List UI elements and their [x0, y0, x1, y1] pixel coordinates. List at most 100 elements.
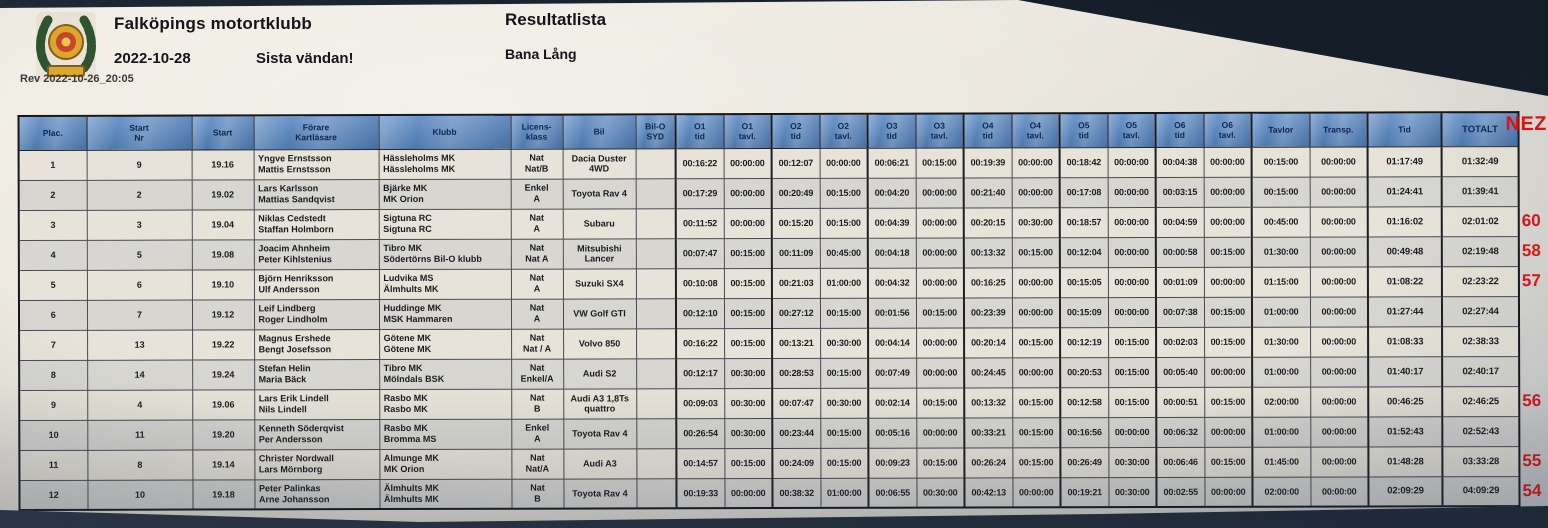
cell-time: 00:07:47: [772, 387, 821, 419]
cell-time: 00:16:22: [675, 148, 724, 179]
table-row: 4 5 19.08 Joacim Ahnheim Peter Kihlstenius Ti…: [18, 236, 1547, 271]
col-header-club: Klubb: [378, 114, 511, 150]
cell-plac: 6: [18, 299, 88, 331]
cell-plac: 1: [18, 149, 87, 181]
cell-time: 00:01:09: [1155, 266, 1204, 298]
table-row: 5 6 19.10 Björn Henriksson Ulf Andersson Ludv…: [18, 266, 1547, 301]
cell-time: 00:10:08: [675, 268, 724, 299]
cell-time: 00:12:07: [771, 147, 820, 179]
cell-club: Huddinge MK MSK Hammaren: [378, 298, 512, 330]
cell-start-time: 19.18: [192, 479, 255, 510]
cell-time: 00:23:39: [963, 297, 1013, 328]
cell-time: 00:15:00: [1203, 236, 1252, 267]
cell-car: Audi S2: [563, 358, 637, 389]
col-header-o6-tid: O6 tid: [1155, 112, 1204, 148]
cell-start-nr: 7: [86, 299, 193, 330]
cell-time: 00:07:49: [868, 357, 917, 388]
cell-time: 00:11:09: [771, 237, 820, 269]
cell-time: 00:15:00: [1012, 447, 1061, 478]
cell-time: 00:30:00: [724, 418, 773, 449]
cell-plac: 12: [19, 479, 88, 510]
cell-time: 02:09:29: [1368, 476, 1443, 507]
col-header-transp: Transp.: [1309, 112, 1368, 147]
cell-time: 00:00:00: [1107, 207, 1156, 238]
cell-time: 00:04:20: [867, 177, 916, 208]
cell-time: 01:00:00: [1252, 356, 1311, 387]
cell-time: 00:17:08: [1059, 177, 1108, 208]
cell-plac: 4: [18, 239, 87, 271]
cell-time: 00:00:00: [915, 177, 964, 208]
cell-start-nr: 6: [86, 269, 192, 300]
cell-car: VW Golf GTI: [562, 298, 637, 329]
cell-time: 00:00:00: [1309, 176, 1368, 207]
penalty-note: [1519, 356, 1547, 386]
cell-time: 00:13:21: [772, 327, 821, 359]
cell-time: 00:00:00: [723, 208, 772, 239]
cell-time: 00:16:25: [963, 267, 1012, 298]
cell-time: 00:15:00: [916, 447, 965, 478]
cell-crew: Christer Nordwall Lars Mörnborg: [254, 449, 380, 480]
col-header-o2-tid: O2 tid: [771, 113, 820, 149]
cell-time: 00:24:45: [964, 357, 1013, 388]
cell-time: 00:00:00: [1107, 147, 1156, 178]
cell-time: 00:19:21: [1060, 477, 1109, 508]
cell-time: 02:46:25: [1442, 386, 1520, 417]
cell-bilo-syd: [636, 358, 677, 389]
cell-time: 01:40:17: [1368, 356, 1443, 387]
cell-crew: Björn Henriksson Ulf Andersson: [253, 269, 379, 300]
cell-club: Rasbo MK Bromma MS: [379, 418, 512, 450]
cell-time: 00:15:00: [724, 328, 773, 359]
cell-start-time: 19.14: [192, 449, 255, 480]
cell-time: 00:16:56: [1060, 417, 1109, 448]
cell-crew: Magnus Ershede Bengt Josefsson: [254, 329, 380, 360]
cell-time: 00:00:00: [1310, 476, 1369, 507]
cell-time: 00:00:00: [1107, 177, 1156, 208]
cell-time: 00:15:20: [771, 207, 820, 239]
cell-time: 00:04:18: [867, 237, 916, 268]
cell-time: 00:00:00: [1203, 206, 1252, 237]
cell-time: 00:15:00: [819, 297, 869, 328]
table-row: 3 3 19.04 Niklas Cedstedt Staffan Holmborn Si…: [18, 206, 1547, 241]
cell-time: 00:30:00: [1108, 447, 1157, 478]
cell-time: 00:00:58: [1155, 236, 1204, 268]
cell-plac: 9: [19, 389, 88, 420]
col-header-crew: Förare Kartläsare: [253, 115, 379, 150]
cell-time: 00:27:12: [771, 297, 821, 329]
cell-time: 00:15:05: [1059, 267, 1108, 298]
cell-time: 00:00:51: [1156, 386, 1205, 418]
cell-time: 00:09:23: [868, 447, 917, 478]
cell-bilo-syd: [635, 148, 676, 179]
col-header-o4-tavl: O4 tavl.: [1011, 113, 1060, 148]
col-header-o2-tavl: O2 tavl.: [819, 113, 868, 148]
cell-time: 01:27:44: [1367, 296, 1443, 327]
cell-time: 00:20:53: [1060, 357, 1109, 388]
cell-start-time: 19.04: [191, 209, 254, 240]
cell-time: 00:15:00: [1251, 176, 1310, 207]
cell-time: 00:30:00: [1108, 477, 1157, 508]
table-row: 9 4 19.06 Lars Erik Lindell Nils Lindell Rasb…: [19, 386, 1547, 420]
cell-time: 00:15:00: [724, 448, 773, 479]
penalty-note: 58: [1521, 241, 1541, 261]
cell-time: 00:46:25: [1368, 386, 1443, 417]
cell-crew: Niklas Cedstedt Staffan Holmborn: [253, 209, 379, 240]
cell-time: 00:30:00: [1011, 207, 1060, 238]
cell-plac: 5: [18, 269, 87, 301]
col-header-o6-tavl: O6 tavl.: [1203, 112, 1252, 147]
cell-time: 00:06:32: [1156, 416, 1205, 448]
cell-time: 01:17:49: [1367, 146, 1442, 177]
cell-time: 00:00:00: [915, 207, 964, 238]
cell-time: 00:00:00: [1011, 267, 1060, 298]
cell-time: 00:45:00: [819, 237, 868, 268]
col-header-o3-tavl: O3 tavl.: [915, 113, 964, 148]
cell-time: 00:15:00: [1204, 326, 1253, 357]
cell-time: 00:15:00: [820, 447, 869, 478]
cell-time: 00:00:00: [1309, 146, 1368, 177]
penalty-note: 55: [1522, 451, 1542, 471]
cell-time: 00:00:00: [1309, 206, 1368, 237]
cell-start-time: 19.22: [192, 329, 255, 360]
cell-start-nr: 8: [87, 449, 193, 480]
cell-time: 00:26:54: [676, 418, 725, 449]
cell-time: 03:33:28: [1442, 446, 1520, 477]
cell-club: Sigtuna RC Sigtuna RC: [378, 208, 511, 240]
cell-time: 00:00:00: [1107, 267, 1156, 298]
